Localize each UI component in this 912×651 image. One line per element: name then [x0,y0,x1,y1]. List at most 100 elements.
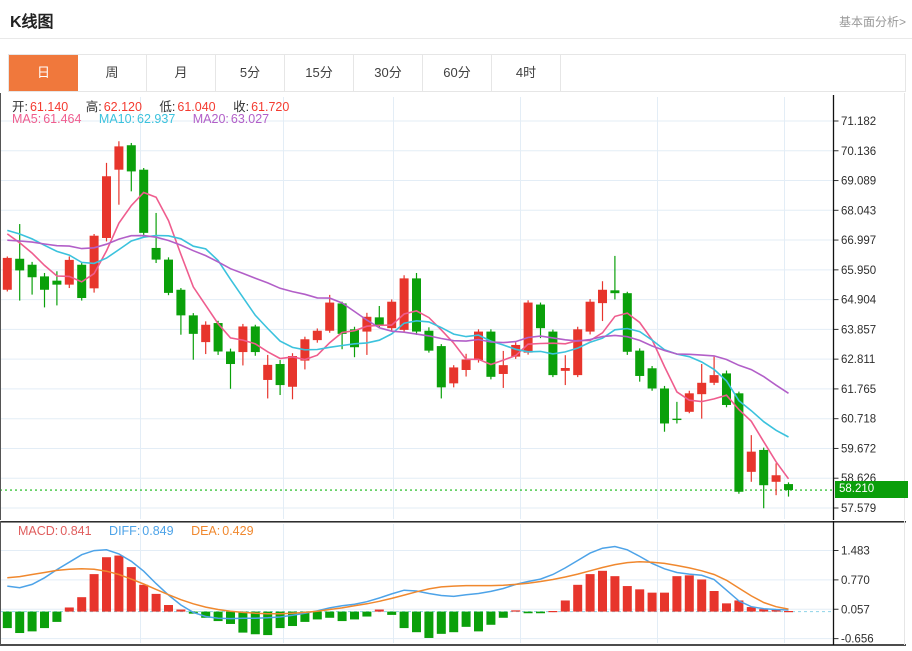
candle-body [64,259,74,285]
tab-月[interactable]: 月 [147,55,216,91]
candle-body [201,324,211,343]
candle-body [536,304,545,329]
macd-histogram-bar [610,576,620,612]
candlestick-plot[interactable]: 71.182 70.136 69.089 68.043 66.997 65.950 64.9… [0,93,912,520]
candle-body [511,344,521,357]
macd-histogram-bar [288,611,297,627]
macd-histogram-bar [511,610,521,612]
open-label: 开: [12,100,28,114]
candle-body [226,351,235,365]
macd-histogram-bar [27,611,37,632]
candle-body [275,364,285,386]
candle-body [784,484,793,491]
macd-axis-label: 1.483 [841,546,870,558]
macd-histogram-bar [114,555,124,612]
tab-日[interactable]: 日 [9,55,78,91]
macd-histogram-bar [64,607,74,612]
macd-histogram-bar [15,611,25,634]
macd-histogram-bar [573,584,583,612]
macd-histogram-bar [40,611,49,629]
low-label: 低: [159,100,176,114]
ma10-label: MA10: [98,112,136,126]
high-value: 62.120 [103,100,142,114]
candle-body [734,393,744,492]
tab-4时[interactable]: 4时 [492,55,561,91]
macd-histogram-bar [734,600,744,612]
tab-5分[interactable]: 5分 [216,55,285,91]
macd-axis-label: 0.057 [841,604,870,616]
price-axis-label: 64.904 [841,295,877,307]
ma10-value: 62.937 [137,112,176,126]
macd-histogram-bar [250,611,260,635]
candle-body [288,356,297,387]
tab-15分[interactable]: 15分 [285,55,354,91]
candle-body [139,169,149,233]
candle-body [672,418,682,421]
diff-label: DIFF: [109,524,141,538]
candle-body [15,258,25,271]
macd-histogram-bar [412,611,421,633]
candle-body [585,301,595,332]
page-title: K线图 [10,14,54,31]
macd-histogram-bar [226,611,235,624]
high-label: 高: [85,100,102,114]
fundamental-analysis-link[interactable]: 基本面分析> [838,15,906,29]
candle-body [238,326,248,353]
candle-body [40,276,49,290]
macd-histogram-bar [151,593,161,612]
low-value: 61.040 [177,100,216,114]
macd-histogram-bar [436,611,446,634]
candle-body [89,235,99,289]
macd-histogram-bar [77,597,87,612]
price-axis-label: 62.811 [841,354,875,366]
tab-60分[interactable]: 60分 [423,55,492,91]
candle-body [759,449,769,486]
macd-label: MACD: [18,524,59,538]
macd-histogram-bar [647,592,657,612]
ma-legend: MA5: 61.464 MA10: 62.937 MA20: 63.027 [12,112,271,126]
candle-body [350,329,359,348]
macd-axis-label: -0.656 [841,634,874,646]
macd-histogram-bar [560,600,570,612]
price-axis-label: 70.136 [841,146,876,158]
candle-body [424,330,434,351]
macd-histogram-bar [325,611,335,618]
macd-plot[interactable]: 1.483 0.770 0.057 -0.656 [0,521,912,646]
title-divider [0,38,912,39]
candle-body [2,257,12,290]
macd-histogram-bar [374,609,384,612]
macd-histogram-bar [498,611,508,618]
macd-histogram-bar [52,611,62,622]
candle-body [474,331,483,361]
candle-body [684,393,694,412]
candle-body [436,346,446,388]
diff-value: 0.849 [142,524,174,538]
candle-body [188,315,198,334]
dea-value: 0.429 [222,524,254,538]
price-axis-label: 69.089 [841,176,876,188]
macd-histogram-bar [449,611,459,633]
macd-histogram-bar [350,611,359,620]
candle-body [660,388,669,424]
candle-body [337,303,347,334]
ma20-label: MA20: [192,112,229,126]
macd-histogram-bar [709,591,719,612]
candle-body [27,264,37,278]
candle-body [213,323,223,352]
macd-histogram-bar [746,607,756,612]
macd-value: 0.841 [60,524,92,538]
diff-line [7,545,789,620]
macd-histogram-bar [474,611,483,632]
macd-histogram-bar [337,611,347,622]
macd-histogram-bar [536,611,545,614]
macd-histogram-bar [684,575,694,612]
ma5-label: MA5: [12,112,42,126]
tab-周[interactable]: 周 [78,55,147,91]
candle-body [114,146,124,170]
candle-body [771,475,781,482]
tab-30分[interactable]: 30分 [354,55,423,91]
macd-histogram-bar [660,592,669,612]
macd-histogram-bar [759,609,769,612]
candle-body [102,176,111,238]
